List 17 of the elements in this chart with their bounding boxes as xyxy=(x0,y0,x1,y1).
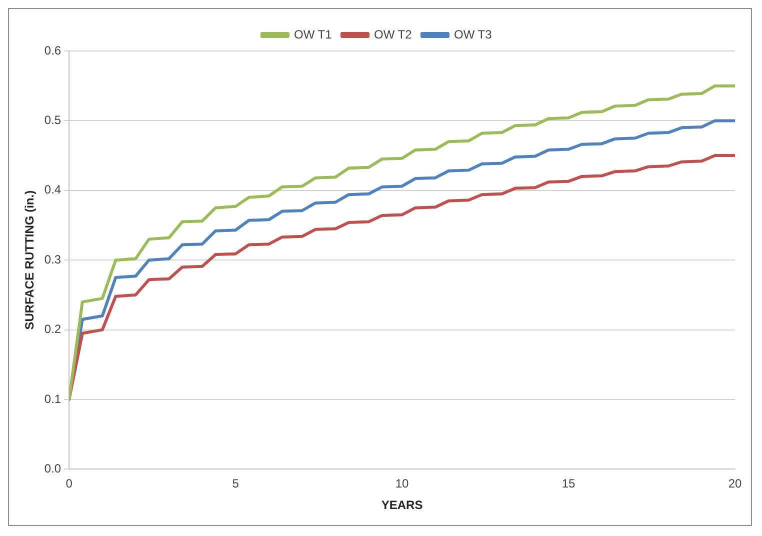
x-tick-label: 20 xyxy=(728,476,742,491)
legend-label: OW T3 xyxy=(454,27,492,42)
y-axis-title: SURFACE RUTTING (in.) xyxy=(22,190,37,330)
y-tick-label: 0.5 xyxy=(44,113,62,128)
y-tick-label: 0.3 xyxy=(44,252,62,266)
legend-label: OW T1 xyxy=(294,27,332,42)
x-tick-label: 15 xyxy=(562,476,576,491)
y-tick-label: 0.6 xyxy=(44,43,62,58)
x-tick-label: 5 xyxy=(232,476,240,491)
y-tick-label: 0.4 xyxy=(44,182,62,197)
x-tick-label: 10 xyxy=(395,476,410,491)
y-tick-label: 0.0 xyxy=(44,462,62,476)
y-tick-label: 0.2 xyxy=(44,322,62,336)
x-axis-title: YEARS xyxy=(381,498,423,512)
y-tick-label: 0.1 xyxy=(44,392,62,406)
legend-label: OW T2 xyxy=(374,27,412,42)
x-tick-label: 0 xyxy=(66,476,73,491)
